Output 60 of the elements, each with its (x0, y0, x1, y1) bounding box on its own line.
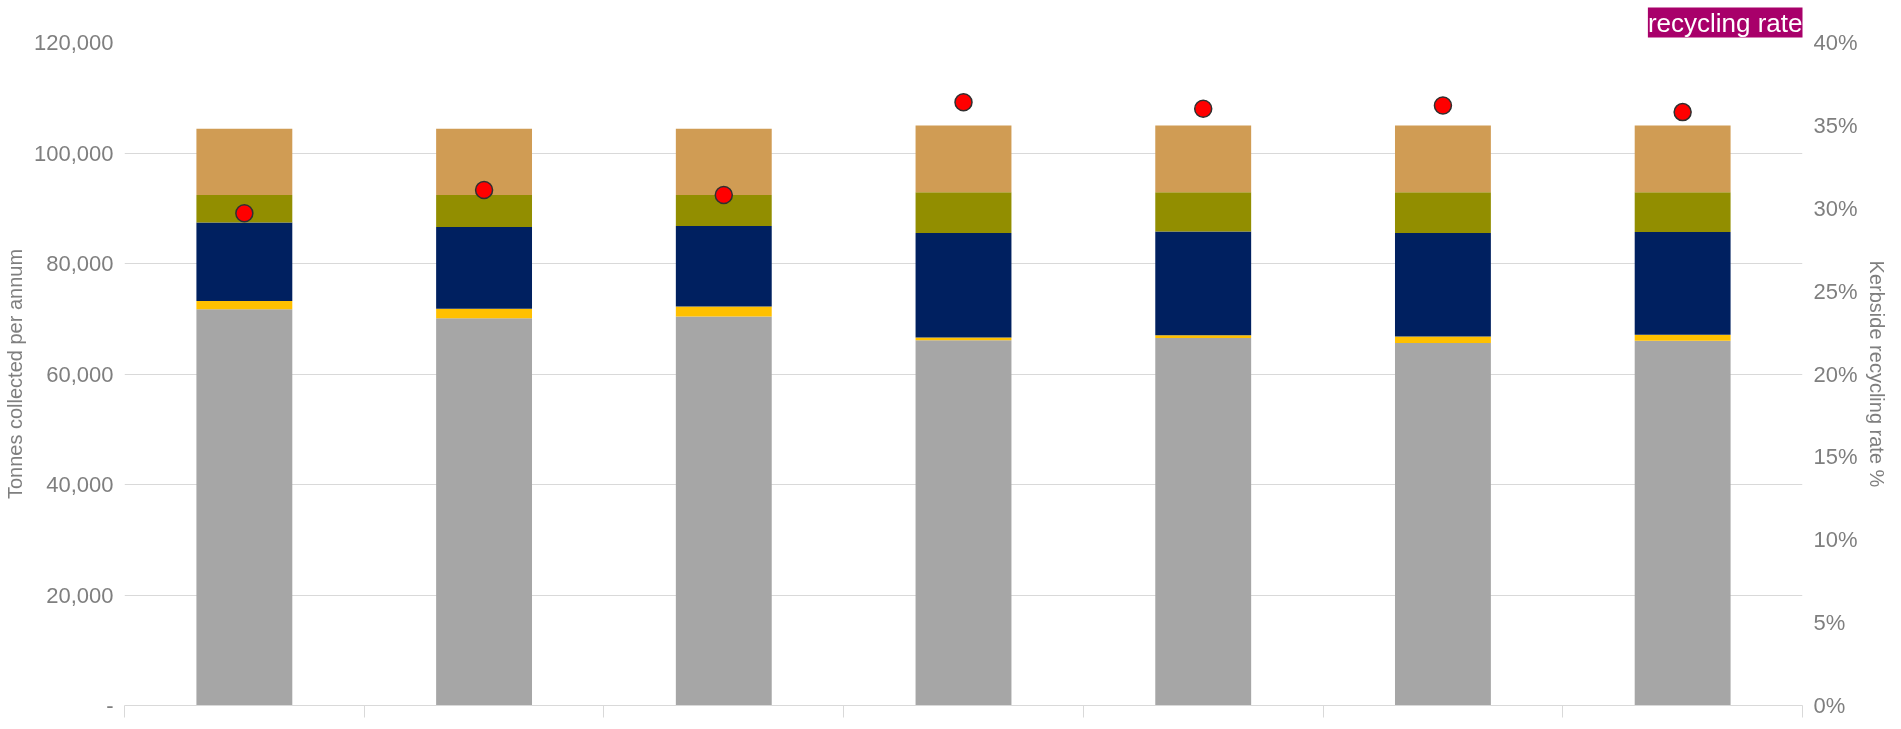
bar (196, 309, 293, 706)
bar (1634, 340, 1731, 706)
bar (436, 194, 533, 228)
bar (1155, 338, 1252, 706)
y-tick-label: 100,000 (33, 140, 114, 166)
bar (675, 194, 772, 226)
point (714, 185, 734, 205)
bar (1634, 192, 1731, 233)
point (954, 92, 973, 112)
y2-tick-label: 0% (1813, 693, 1846, 718)
bar (1155, 335, 1252, 339)
bar (1394, 192, 1491, 234)
bar (1155, 125, 1252, 193)
bar (1634, 334, 1731, 341)
bar (436, 318, 533, 706)
bar (675, 316, 772, 706)
y2-tick-label: 30% (1813, 195, 1858, 221)
bar (436, 227, 533, 309)
bar (196, 128, 293, 195)
point (1193, 99, 1213, 119)
bar (675, 225, 772, 307)
y-axis-title: Tonnes collected per annum (3, 248, 26, 500)
y2-tick-label: 5% (1813, 610, 1846, 636)
chart-title: recycling rate (1647, 7, 1803, 38)
y-tick-label: 20,000 (46, 582, 114, 608)
bar (196, 222, 293, 302)
point (1673, 102, 1692, 122)
bar (1394, 125, 1491, 193)
bar (1394, 336, 1491, 344)
bar (1634, 125, 1731, 193)
bar (675, 306, 772, 317)
bar (675, 128, 772, 195)
y2-tick-label: 40% (1813, 30, 1858, 55)
y-tick-label: 60,000 (46, 361, 114, 387)
bar (915, 192, 1012, 234)
bar (436, 308, 533, 319)
bar (915, 125, 1012, 193)
y2-tick-label: 20% (1813, 361, 1858, 387)
y2-tick-label: 25% (1813, 278, 1858, 304)
point (235, 203, 254, 223)
bar (1394, 343, 1491, 706)
y-tick-label: 40,000 (46, 472, 114, 497)
bar (436, 128, 533, 195)
bar (915, 233, 1012, 338)
bar (1155, 192, 1252, 232)
bar (1394, 233, 1491, 337)
y2-tick-label: 10% (1813, 527, 1858, 553)
y-tick-label: - (106, 693, 114, 718)
point (1433, 96, 1453, 115)
y-tick-label: 80,000 (46, 251, 114, 276)
y2-tick-label: 15% (1813, 444, 1858, 470)
bar (196, 301, 293, 310)
point (474, 180, 494, 200)
bar (196, 194, 293, 223)
bar (1155, 231, 1252, 336)
y2-tick-label: 35% (1813, 112, 1858, 138)
bar (915, 340, 1012, 706)
bar (1634, 232, 1731, 335)
y2-axis-title: Kerbside recycling rate % (1865, 260, 1888, 488)
y-tick-label: 120,000 (33, 30, 114, 55)
